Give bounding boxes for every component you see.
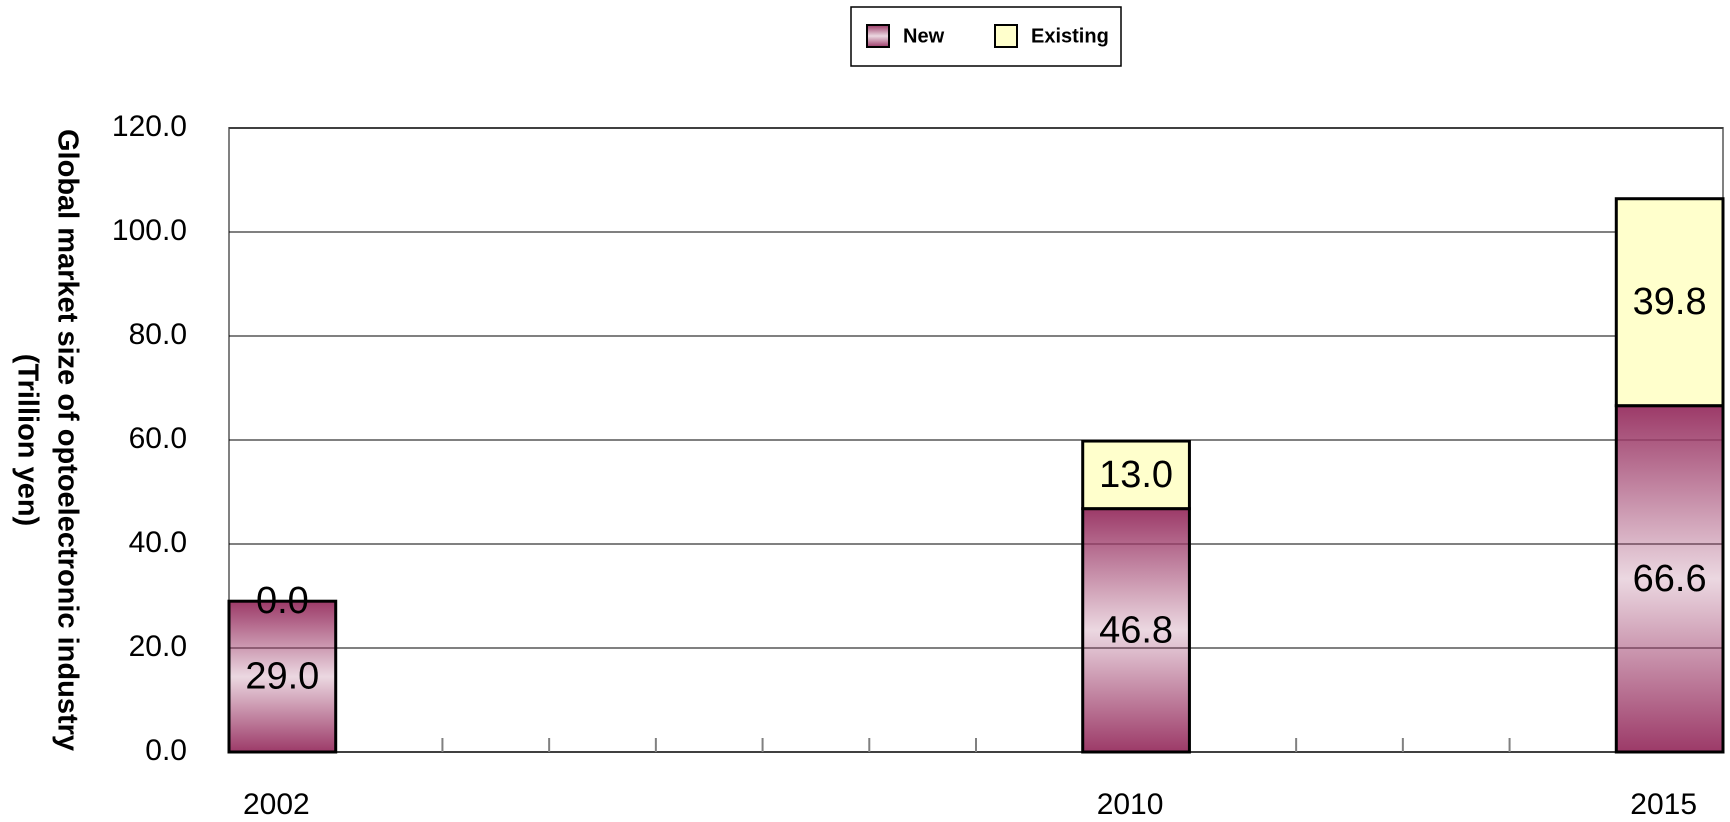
x-tick-label: 2002 (243, 788, 310, 821)
y-tick-label: 120.0 (112, 110, 187, 143)
data-label: 66.6 (1633, 558, 1707, 600)
data-label: 0.0 (256, 580, 309, 622)
y-tick-label: 0.0 (145, 734, 187, 767)
data-label: 46.8 (1099, 609, 1173, 651)
data-label: 29.0 (245, 656, 319, 698)
y-axis-label: Global market size of optoelectronic ind… (51, 129, 83, 751)
data-label: 13.0 (1099, 454, 1173, 496)
y-tick-label: 60.0 (129, 422, 187, 455)
bar-segment (1081, 507, 1191, 754)
bar-segment (1081, 439, 1191, 511)
bar-segment (227, 599, 338, 754)
y-axis-label: (Trillion yen) (11, 354, 43, 526)
x-tick-label: 2010 (1097, 788, 1164, 821)
y-tick-label: 40.0 (129, 526, 187, 559)
legend-box (850, 6, 1122, 67)
y-tick-label: 80.0 (129, 318, 187, 351)
bar-segment (1614, 404, 1725, 754)
legend-label: New (903, 25, 945, 47)
bar-segment (1614, 197, 1725, 408)
x-tick-label: 2015 (1630, 788, 1697, 821)
legend-swatch (994, 24, 1018, 48)
data-label: 39.8 (1633, 281, 1707, 323)
y-tick-label: 20.0 (129, 630, 187, 663)
legend-swatch (866, 24, 890, 48)
y-tick-label: 100.0 (112, 214, 187, 247)
legend-label: Existing (1031, 25, 1109, 47)
